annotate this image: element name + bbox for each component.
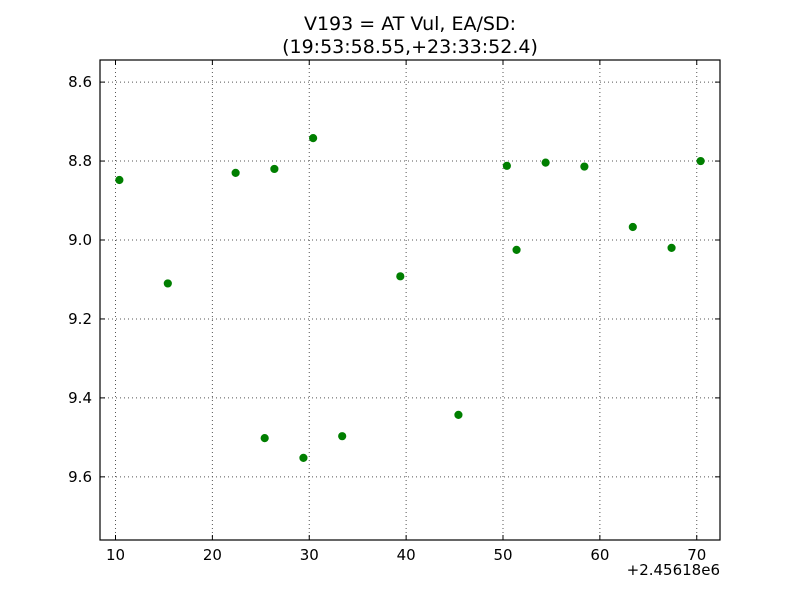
data-point [309, 134, 318, 143]
chart-title-line-1: V193 = AT Vul, EA/SD: [304, 13, 516, 35]
data-point [541, 158, 550, 167]
y-tick-label: 9.0 [68, 231, 92, 249]
x-tick-label: 60 [590, 546, 609, 564]
data-point [502, 161, 511, 170]
x-tick-label: 20 [203, 546, 222, 564]
x-tick-label: 40 [397, 546, 416, 564]
data-point [163, 279, 172, 288]
data-point [628, 222, 637, 232]
x-tick-label: 70 [687, 546, 706, 564]
y-tick-label: 9.6 [68, 468, 92, 486]
axis-ticks: 10 20 30 40 50 60 70 8.6 8.8 9.0 9.2 9.4 9.6 [68, 60, 720, 564]
grid-layer [100, 60, 720, 540]
y-tick-label: 8.6 [68, 73, 92, 91]
data-point [338, 432, 347, 441]
chart-title-line-2: (19:53:58.55,+23:33:52.4) [282, 36, 538, 58]
y-tick-label: 9.2 [68, 310, 92, 328]
data-point [512, 245, 521, 254]
plot-frame [99, 59, 721, 541]
data-point [396, 272, 405, 281]
x-tick-label: 10 [106, 546, 125, 564]
data-point [454, 410, 463, 419]
y-tick-label: 8.8 [68, 152, 92, 170]
data-point [299, 453, 308, 462]
data-points [115, 134, 705, 462]
x-tick-label: 50 [493, 546, 512, 564]
data-point [115, 175, 124, 185]
data-point [231, 168, 240, 177]
data-point [696, 156, 705, 166]
data-point [260, 434, 269, 443]
x-offset-label: +2.45618e6 [627, 561, 720, 579]
data-point [580, 162, 589, 171]
data-point [270, 164, 279, 174]
y-tick-label: 9.4 [68, 389, 92, 407]
x-tick-label: 30 [300, 546, 319, 564]
data-point [667, 243, 676, 252]
